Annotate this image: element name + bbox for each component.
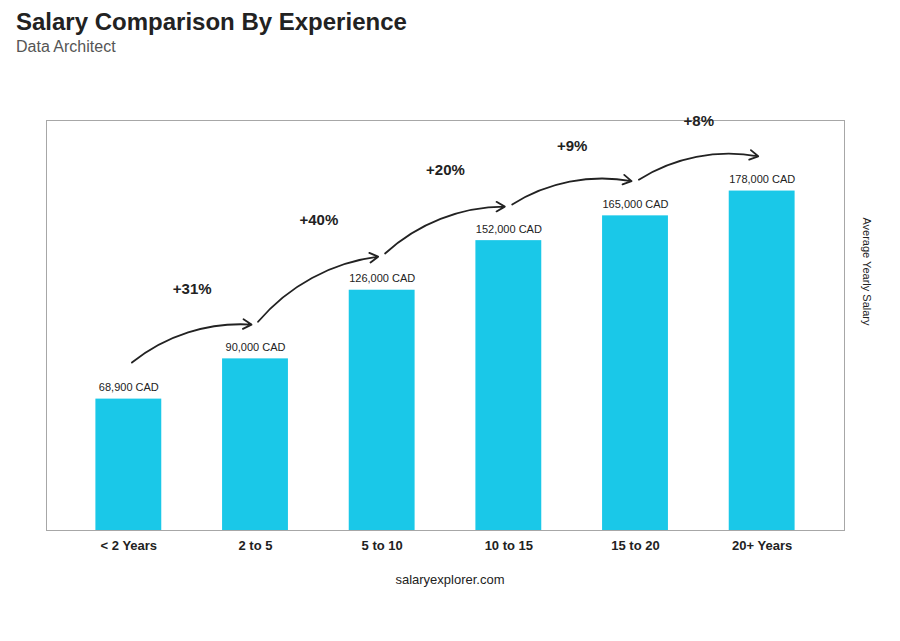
svg-text:178,000 CAD: 178,000 CAD — [729, 173, 795, 185]
svg-text:165,000 CAD: 165,000 CAD — [602, 198, 668, 210]
svg-text:2 to 5: 2 to 5 — [239, 538, 273, 553]
svg-text:+8%: +8% — [684, 112, 714, 129]
svg-text:15 to 20: 15 to 20 — [611, 538, 659, 553]
svg-text:126,000 CAD: 126,000 CAD — [349, 272, 415, 284]
svg-text:90,000 CAD: 90,000 CAD — [226, 341, 286, 353]
html-text:Salary Comparison By Experienc: Salary Comparison By Experience — [16, 8, 407, 35]
svg-text:+9%: +9% — [557, 137, 587, 154]
svg-text:68,900 CAD: 68,900 CAD — [99, 381, 159, 393]
svg-text:Average Yearly Salary: Average Yearly Salary — [861, 217, 873, 326]
svg-text:< 2 Years: < 2 Years — [101, 538, 158, 553]
html-text:Data Architect: Data Architect — [16, 38, 116, 55]
svg-text:10 to 15: 10 to 15 — [485, 538, 533, 553]
svg-text:+20%: +20% — [426, 161, 465, 178]
svg-text:20+ Years: 20+ Years — [732, 538, 792, 553]
svg-text:152,000 CAD: 152,000 CAD — [476, 223, 542, 235]
svg-text:+31%: +31% — [173, 280, 212, 297]
html-text:salaryexplorer.com: salaryexplorer.com — [395, 572, 505, 587]
svg-text:5 to 10: 5 to 10 — [362, 538, 403, 553]
svg-text:+40%: +40% — [299, 211, 338, 228]
